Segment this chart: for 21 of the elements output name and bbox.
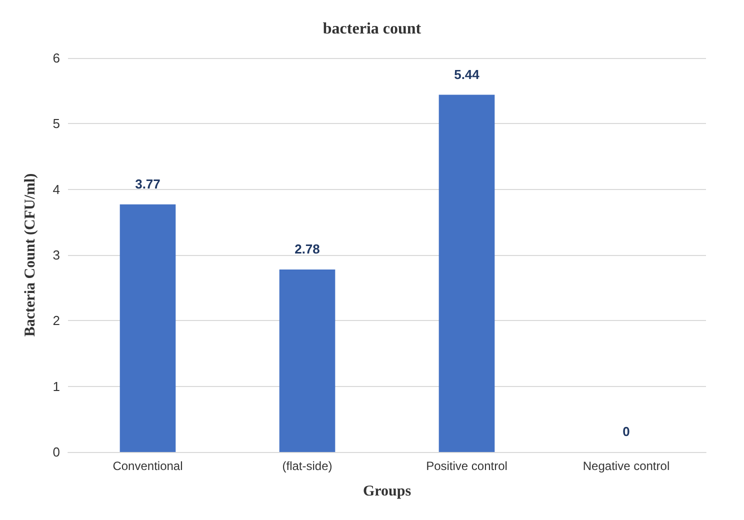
x-tick-label: Conventional: [112, 459, 183, 473]
chart-title: bacteria count: [322, 20, 422, 38]
x-tick-label: (flat-side): [282, 459, 332, 473]
y-tick-label: 1: [52, 378, 60, 394]
x-axis-title: Groups: [362, 484, 412, 500]
y-tick-label: 6: [52, 50, 60, 66]
y-tick-label: 3: [52, 248, 60, 262]
x-tick-label: Negative control: [582, 459, 670, 473]
bar: [120, 204, 176, 452]
data-label: 3.77: [135, 176, 160, 192]
bar: [438, 94, 495, 452]
y-axis-title: Bacteria Count (CFU/ml): [22, 173, 38, 337]
x-tick-label: Positive control: [426, 459, 508, 473]
y-tick-label: 4: [52, 182, 60, 197]
data-label: 5.44: [454, 66, 480, 82]
bar: [279, 269, 336, 452]
y-tick-label: 2: [52, 313, 60, 328]
data-label: 0: [622, 424, 630, 439]
y-tick-label: 5: [52, 116, 60, 132]
data-label: 2.78: [294, 241, 320, 256]
y-tick-label: 0: [52, 444, 60, 460]
